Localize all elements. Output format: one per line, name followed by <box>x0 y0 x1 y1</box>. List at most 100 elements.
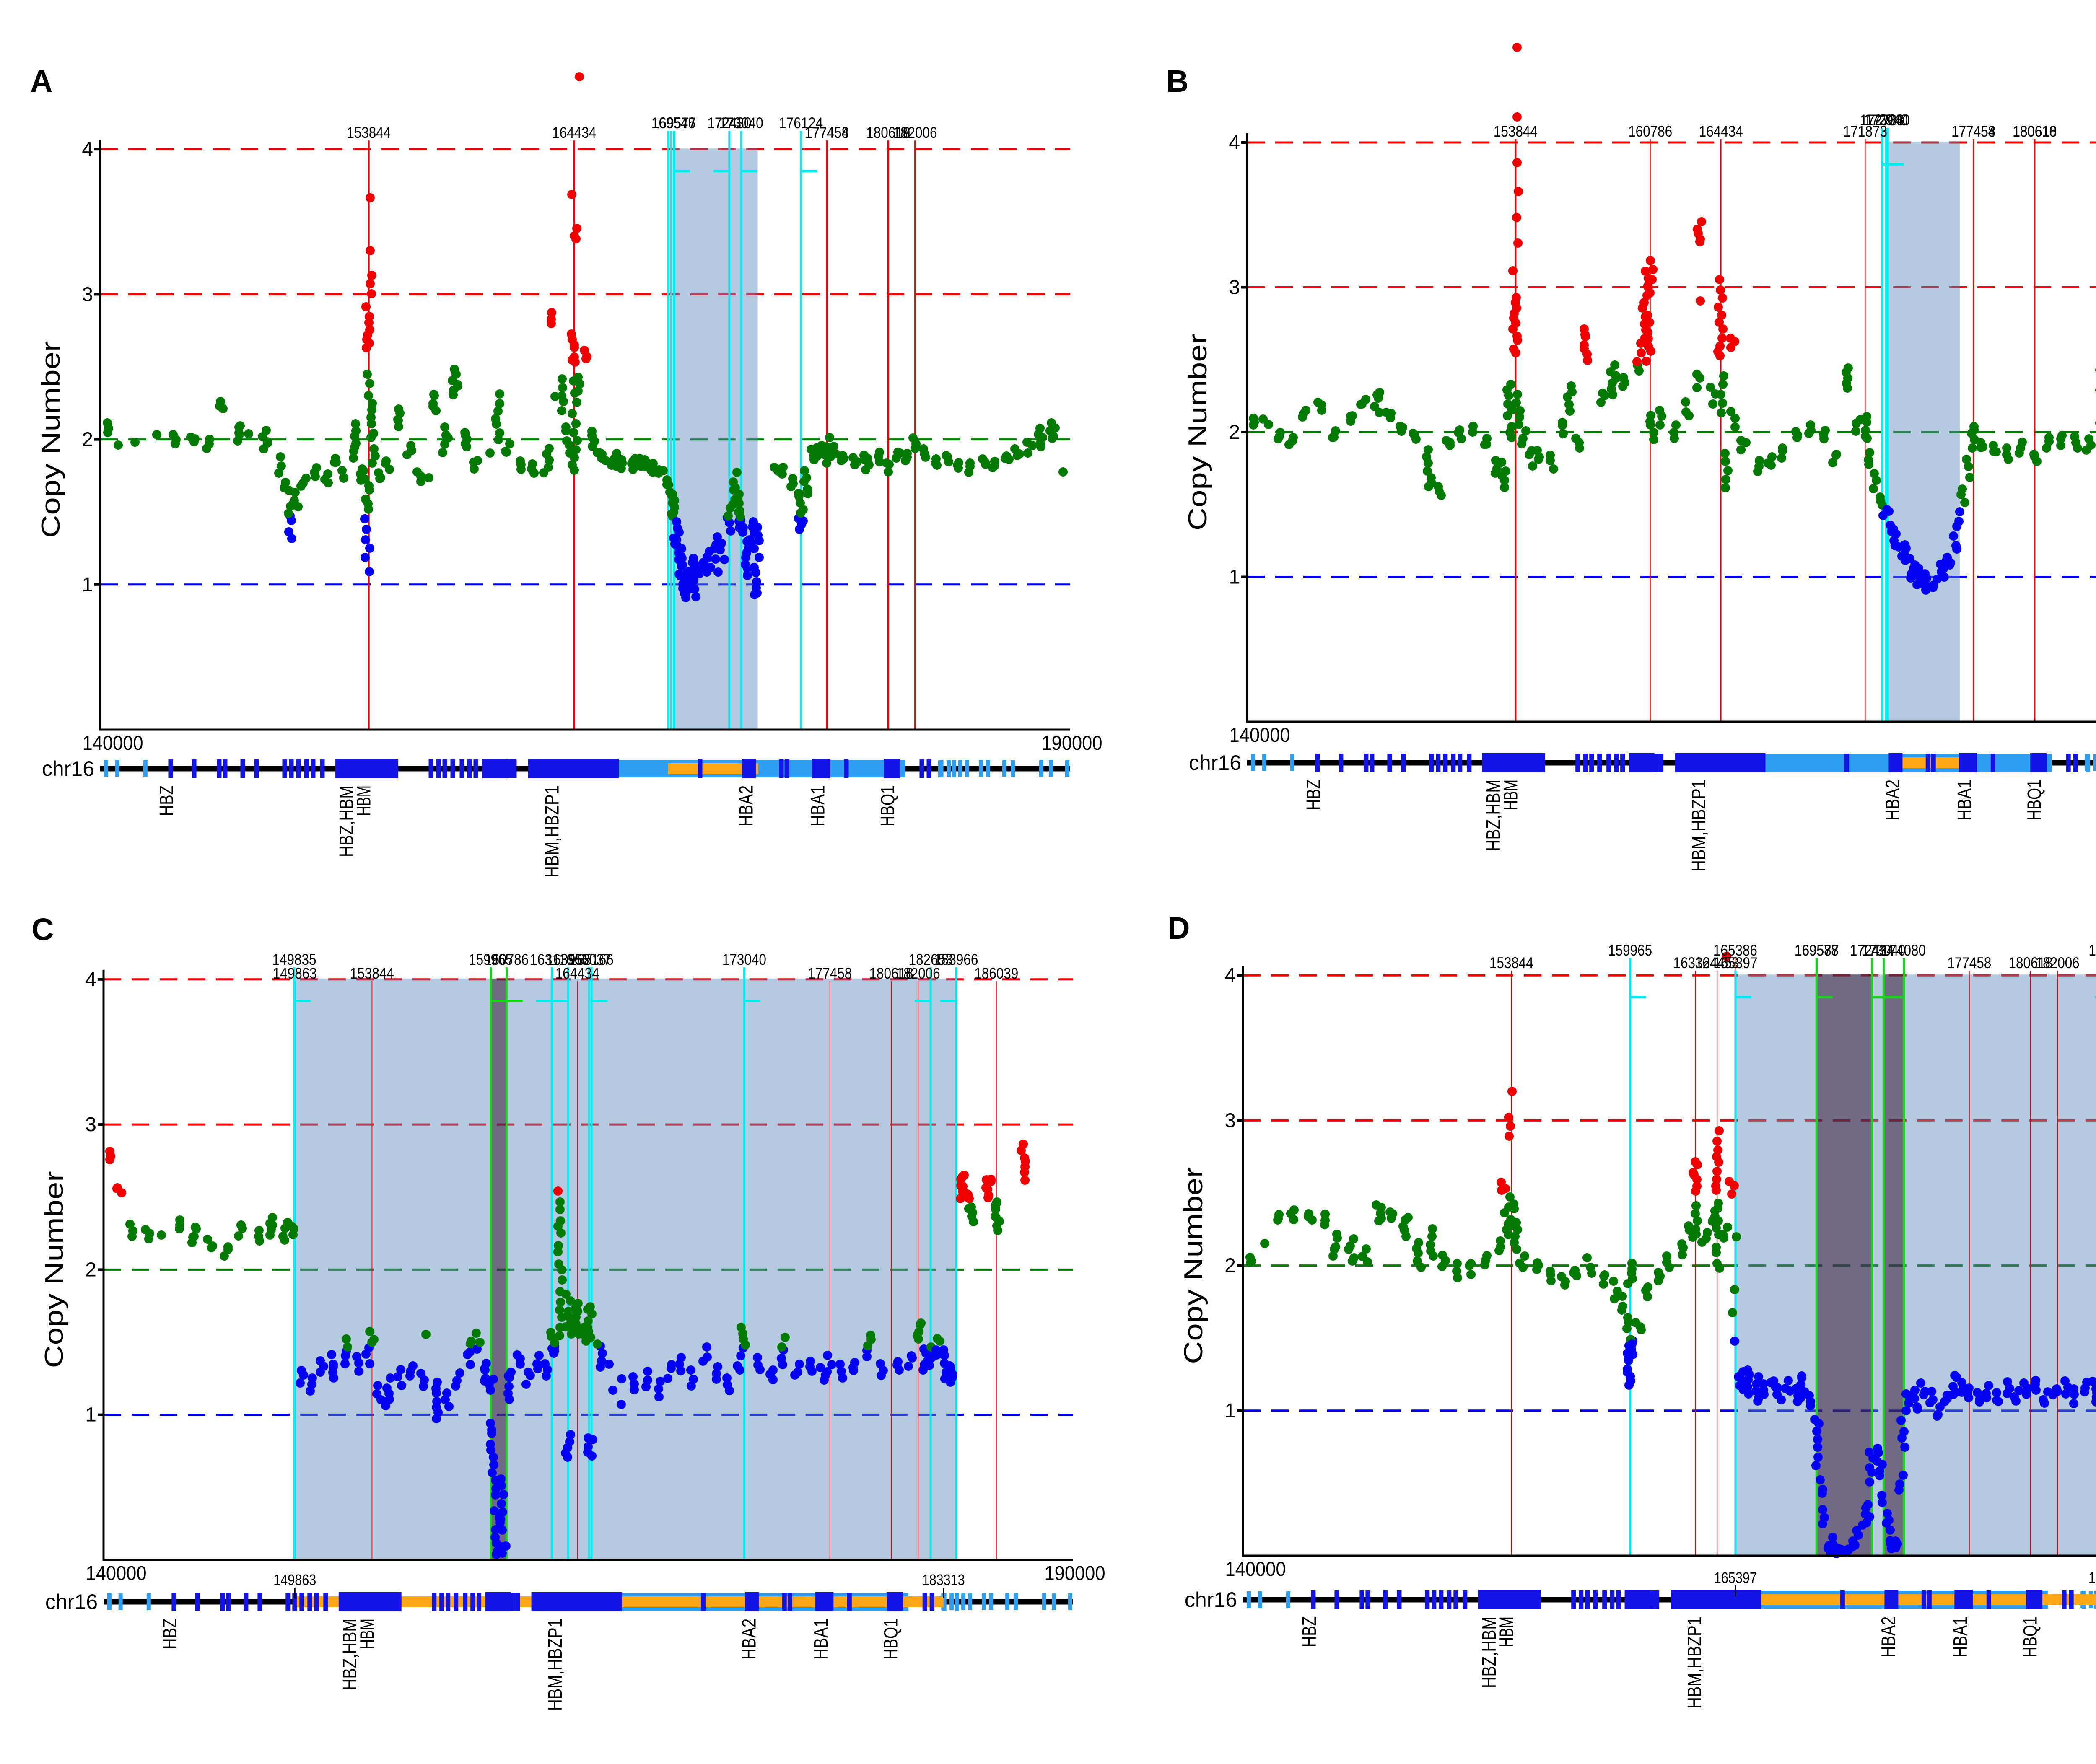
svg-text:3: 3 <box>1229 277 1240 299</box>
svg-text:182653: 182653 <box>909 951 953 968</box>
svg-text:169577: 169577 <box>652 114 696 132</box>
svg-text:153844: 153844 <box>1489 954 1533 971</box>
svg-text:190000: 190000 <box>1045 1562 1105 1585</box>
svg-text:2: 2 <box>1229 421 1240 443</box>
svg-text:1: 1 <box>85 1404 96 1426</box>
svg-text:163116: 163116 <box>530 951 574 968</box>
svg-text:4: 4 <box>1229 132 1240 154</box>
svg-text:163324: 163324 <box>1673 954 1717 971</box>
svg-text:171873: 171873 <box>1843 123 1887 140</box>
svg-text:165397: 165397 <box>1713 954 1757 971</box>
svg-text:164434: 164434 <box>555 965 599 982</box>
svg-text:HBM: HBM <box>1495 1616 1517 1647</box>
svg-text:HBQ1: HBQ1 <box>2019 1616 2041 1658</box>
svg-text:172430: 172430 <box>707 114 751 132</box>
svg-text:165037: 165037 <box>567 951 611 968</box>
svg-text:149863: 149863 <box>273 965 317 982</box>
svg-text:2: 2 <box>1224 1255 1236 1277</box>
svg-text:177458: 177458 <box>1947 954 1991 971</box>
svg-text:HBZ,HBM: HBZ,HBM <box>1478 1616 1500 1688</box>
svg-text:HBZ,HBM: HBZ,HBM <box>335 785 357 857</box>
svg-text:HBZ: HBZ <box>1298 1616 1320 1647</box>
svg-text:HBM,HBZP1: HBM,HBZP1 <box>1688 780 1709 872</box>
svg-text:HBZ,HBM: HBZ,HBM <box>339 1619 361 1690</box>
svg-text:140000: 140000 <box>1230 724 1290 746</box>
svg-text:HBA2: HBA2 <box>735 785 757 826</box>
svg-text:177458: 177458 <box>808 965 852 982</box>
svg-text:D: D <box>1167 911 1190 945</box>
svg-text:164434: 164434 <box>552 124 596 141</box>
svg-text:182006: 182006 <box>896 965 940 982</box>
svg-text:176124: 176124 <box>779 114 823 132</box>
svg-text:Copy Number: Copy Number <box>40 1171 69 1368</box>
svg-text:180618: 180618 <box>2009 954 2053 971</box>
svg-text:159965: 159965 <box>469 951 513 968</box>
svg-text:chr16: chr16 <box>45 1590 98 1614</box>
svg-text:173040: 173040 <box>722 951 766 968</box>
svg-text:149835: 149835 <box>272 951 316 968</box>
svg-text:HBA1: HBA1 <box>1953 780 1975 821</box>
svg-text:140000: 140000 <box>83 732 143 754</box>
svg-text:183313: 183313 <box>922 1571 965 1588</box>
svg-text:HBZ: HBZ <box>159 1619 181 1649</box>
svg-text:169587: 169587 <box>1795 942 1839 959</box>
svg-text:HBA2: HBA2 <box>1882 780 1904 821</box>
svg-text:165397: 165397 <box>1714 1569 1757 1586</box>
svg-text:164453: 164453 <box>1695 954 1739 971</box>
svg-text:140000: 140000 <box>1225 1558 1286 1580</box>
svg-text:184701: 184701 <box>2088 1569 2096 1586</box>
svg-text:177458: 177458 <box>805 124 849 141</box>
svg-text:184746: 184746 <box>2088 942 2096 959</box>
svg-text:HBA1: HBA1 <box>1949 1616 1971 1658</box>
svg-text:182006: 182006 <box>2036 954 2080 971</box>
svg-text:165386: 165386 <box>1713 942 1757 959</box>
svg-text:160786: 160786 <box>485 951 529 968</box>
svg-text:2: 2 <box>85 1259 96 1281</box>
svg-text:180618: 180618 <box>869 965 913 982</box>
svg-text:3: 3 <box>82 283 93 306</box>
svg-text:180619: 180619 <box>866 124 910 141</box>
svg-text:164434: 164434 <box>1699 123 1743 140</box>
svg-text:183966: 183966 <box>934 951 978 968</box>
svg-text:HBM,HBZP1: HBM,HBZP1 <box>1684 1616 1705 1709</box>
svg-text:HBA1: HBA1 <box>810 1619 832 1660</box>
svg-text:4: 4 <box>1224 964 1236 987</box>
svg-text:172738: 172738 <box>1860 111 1904 129</box>
svg-text:chr16: chr16 <box>1185 1588 1237 1611</box>
svg-text:140000: 140000 <box>86 1562 147 1585</box>
svg-text:1: 1 <box>1224 1400 1236 1422</box>
svg-text:2: 2 <box>82 429 93 451</box>
svg-text:HBM,HBZP1: HBM,HBZP1 <box>544 1619 566 1711</box>
svg-text:180618: 180618 <box>866 124 910 141</box>
svg-text:173040: 173040 <box>719 114 763 132</box>
svg-text:HBA1: HBA1 <box>807 785 829 826</box>
svg-text:180618: 180618 <box>2013 123 2057 140</box>
svg-text:177454: 177454 <box>805 124 849 141</box>
svg-text:1: 1 <box>82 574 93 596</box>
svg-text:163952: 163952 <box>546 951 590 968</box>
svg-text:HBM: HBM <box>356 1619 378 1649</box>
svg-text:Copy Number: Copy Number <box>1179 1167 1208 1364</box>
svg-text:153844: 153844 <box>347 124 391 141</box>
svg-text:177454: 177454 <box>1951 123 1995 140</box>
svg-text:HBQ1: HBQ1 <box>879 1619 901 1660</box>
svg-text:182006: 182006 <box>893 124 937 141</box>
svg-text:153844: 153844 <box>1494 123 1538 140</box>
svg-text:HBA2: HBA2 <box>1878 1616 1899 1658</box>
svg-text:Copy Number: Copy Number <box>1183 334 1212 531</box>
svg-text:172940: 172940 <box>1864 111 1908 129</box>
svg-text:HBM,HBZP1: HBM,HBZP1 <box>541 785 563 878</box>
svg-text:1: 1 <box>1229 566 1240 588</box>
svg-text:186039: 186039 <box>974 965 1018 982</box>
svg-text:HBZ,HBM: HBZ,HBM <box>1482 780 1504 851</box>
svg-text:180610: 180610 <box>2013 123 2057 140</box>
svg-text:C: C <box>31 912 54 947</box>
svg-text:HBQ1: HBQ1 <box>877 785 898 826</box>
svg-text:160786: 160786 <box>1628 123 1672 140</box>
svg-text:chr16: chr16 <box>42 757 94 780</box>
svg-text:190000: 190000 <box>1042 732 1102 754</box>
svg-text:174080: 174080 <box>1882 942 1926 959</box>
svg-text:A: A <box>30 64 52 98</box>
svg-text:HBQ1: HBQ1 <box>2023 780 2045 821</box>
svg-text:149863: 149863 <box>273 1571 316 1588</box>
